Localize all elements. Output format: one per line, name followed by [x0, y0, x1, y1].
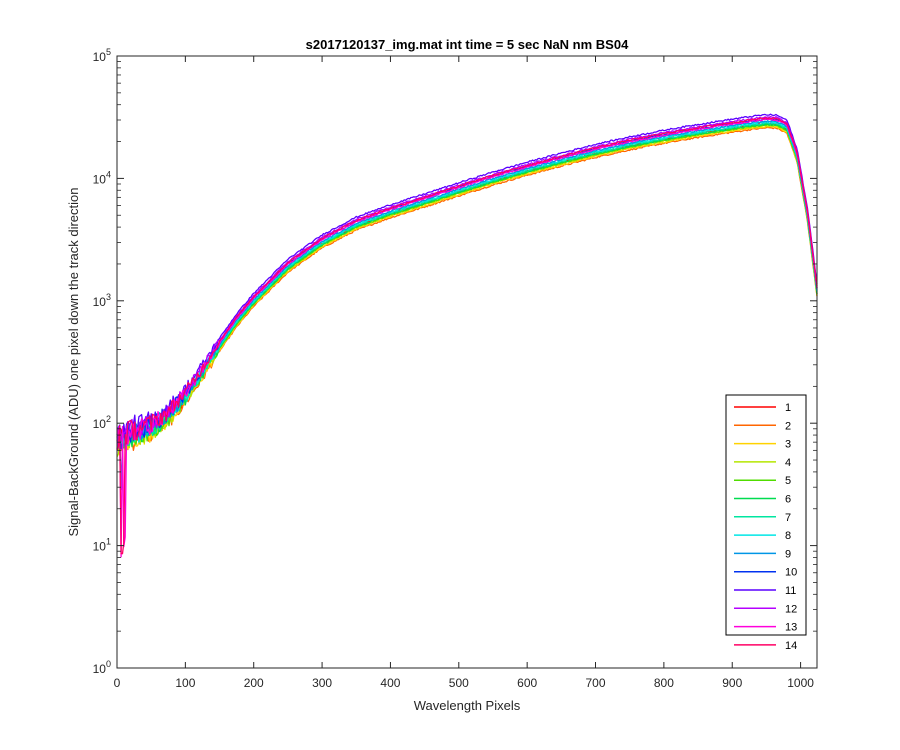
legend-label: 9	[785, 548, 791, 560]
x-tick-label: 700	[586, 676, 606, 690]
x-tick-label: 600	[517, 676, 537, 690]
x-tick-label: 800	[654, 676, 674, 690]
legend-label: 13	[785, 622, 797, 634]
x-tick-label: 500	[449, 676, 469, 690]
legend-label: 8	[785, 530, 791, 542]
legend-label: 12	[785, 603, 797, 615]
legend-label: 10	[785, 567, 797, 579]
legend-label: 6	[785, 494, 791, 506]
legend-label: 4	[785, 457, 791, 469]
y-tick-label: 105	[93, 47, 111, 64]
x-tick-label: 100	[175, 676, 195, 690]
x-tick-label: 400	[380, 676, 400, 690]
series-layer	[116, 113, 818, 558]
x-tick-label: 300	[312, 676, 332, 690]
legend-label: 2	[785, 420, 791, 432]
plot-frame	[116, 55, 818, 669]
legend-label: 5	[785, 475, 791, 487]
x-tick-label: 1000	[787, 676, 814, 690]
legend-label: 7	[785, 512, 791, 524]
y-tick-label: 102	[93, 414, 111, 431]
legend-label: 1	[785, 402, 791, 414]
y-tick-label: 103	[93, 292, 111, 309]
y-tick-label: 101	[93, 537, 111, 554]
legend-label: 11	[785, 585, 796, 597]
series-line-13	[116, 118, 818, 558]
chart-title: s2017120137_img.mat int time = 5 sec NaN…	[306, 37, 629, 52]
x-axis: 0 100 200 300 400 500 600 700 800 900 1000	[114, 56, 814, 690]
legend-label: 14	[785, 640, 797, 652]
y-axis-title: Signal-BackGround (ADU) one pixel down t…	[66, 187, 81, 536]
x-tick-label: 200	[244, 676, 264, 690]
y-tick-label: 100	[93, 659, 111, 676]
legend-box	[725, 394, 807, 636]
series-line-14	[116, 116, 818, 555]
x-axis-title: Wavelength Pixels	[414, 698, 521, 713]
legend-label: 3	[785, 439, 791, 451]
x-tick-label: 900	[722, 676, 742, 690]
y-tick-label: 104	[93, 169, 111, 186]
series-line-11	[116, 113, 818, 445]
plot-area	[117, 56, 817, 668]
x-tick-label: 0	[114, 676, 121, 690]
